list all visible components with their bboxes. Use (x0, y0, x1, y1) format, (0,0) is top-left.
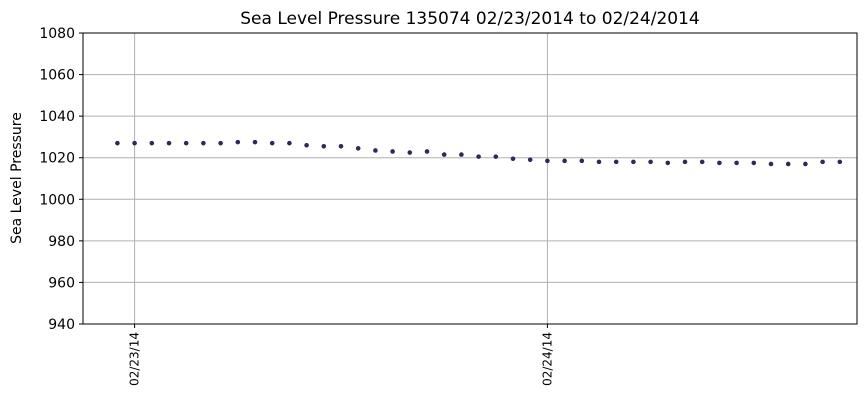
data-point (252, 139, 258, 145)
data-point (149, 140, 155, 146)
y-tick-label: 1040 (39, 109, 75, 125)
data-point (527, 157, 533, 163)
data-point (166, 140, 172, 146)
plot-frame (82, 32, 858, 325)
data-point (682, 159, 688, 165)
data-point (407, 150, 413, 155)
data-point (441, 152, 447, 157)
data-point (115, 140, 120, 146)
y-tick-label: 940 (48, 317, 75, 333)
data-point (717, 160, 722, 166)
grid-lines (83, 32, 857, 325)
y-axis-label: Sea Level Pressure (9, 112, 25, 244)
data-point (183, 140, 189, 146)
data-point (476, 154, 481, 159)
data-point (596, 159, 602, 165)
data-point (579, 158, 585, 164)
y-tick-label: 1080 (39, 26, 75, 42)
data-point (785, 161, 791, 167)
data-point (218, 140, 223, 146)
data-point (665, 160, 671, 166)
y-tick-label: 1000 (39, 192, 75, 208)
data-point (545, 158, 550, 164)
data-point (269, 140, 275, 146)
data-point (355, 146, 361, 151)
data-point (837, 159, 843, 165)
data-point (768, 161, 774, 167)
data-point (235, 139, 241, 145)
y-axis: 940 960 980 1000 1020 1040 1060 1080 (39, 26, 83, 333)
data-point (493, 154, 499, 159)
data-point (734, 160, 739, 166)
data-point (562, 158, 567, 164)
data-point (304, 142, 309, 148)
data-point (751, 160, 757, 166)
y-tick-label: 1020 (39, 151, 75, 167)
data-points (115, 139, 843, 167)
data-point (459, 152, 464, 157)
data-point (803, 161, 808, 167)
data-point (390, 149, 395, 154)
data-point (373, 148, 378, 153)
x-axis: 02/23/14 02/24/14 (128, 324, 554, 386)
data-point (510, 156, 516, 162)
y-tick-label: 1060 (39, 68, 75, 84)
data-point (648, 159, 653, 165)
data-point (201, 140, 206, 146)
data-point (287, 140, 292, 146)
y-tick-label: 980 (48, 234, 75, 250)
data-point (820, 159, 825, 165)
data-point (699, 159, 705, 165)
data-point (613, 159, 619, 165)
y-tick-label: 960 (48, 275, 75, 291)
x-tick-label: 02/24/14 (540, 332, 554, 386)
data-point (132, 140, 137, 146)
data-point (338, 143, 344, 149)
data-point (631, 159, 636, 165)
data-point (424, 149, 430, 154)
chart-title: Sea Level Pressure 135074 02/23/2014 to … (240, 9, 699, 29)
data-point (321, 143, 327, 149)
x-tick-label: 02/23/14 (128, 332, 142, 386)
